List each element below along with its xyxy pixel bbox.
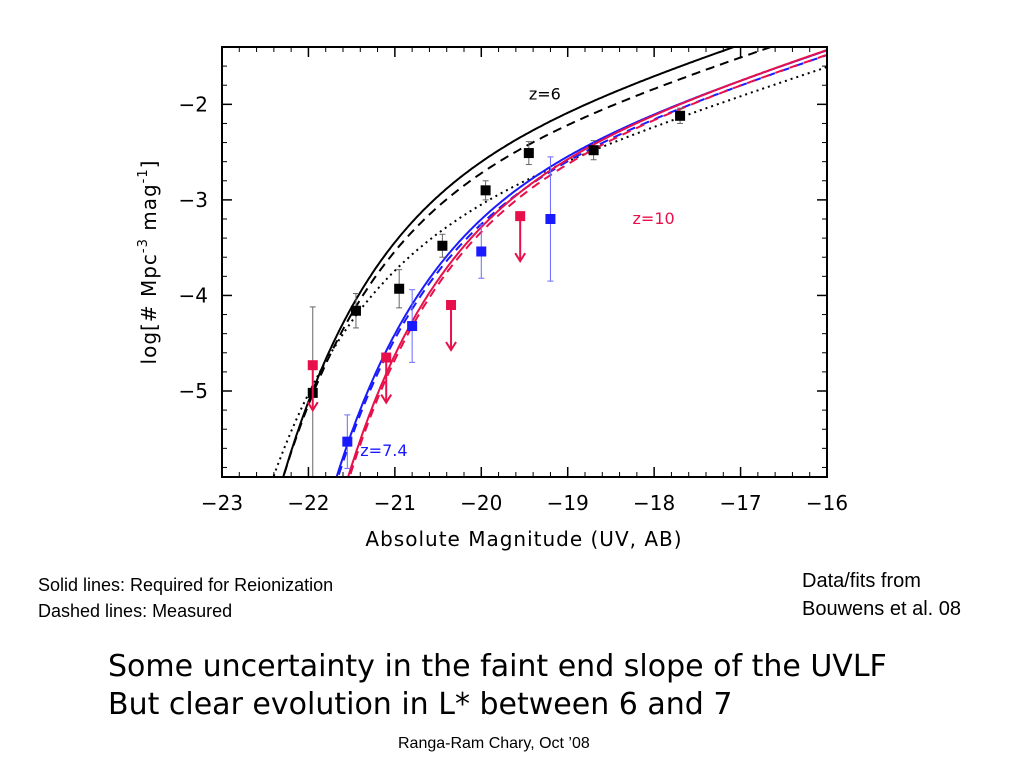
z6-point — [437, 240, 448, 251]
y-tick-label: −3 — [179, 188, 208, 212]
z10-point — [381, 352, 392, 363]
z6-point — [675, 110, 686, 121]
redshift-label: z=6 — [529, 85, 561, 104]
redshift-label: z=7.4 — [360, 441, 407, 460]
x-tick-label: −17 — [719, 491, 761, 515]
luminosity-function-chart: −23 −22 −21 −20 −19 −18 −17 −16 −5 −4 −3 −2 z=6 z=10… — [136, 46, 848, 551]
note-solid-lines: Solid lines: Required for Reionization — [38, 575, 334, 595]
lf-curve-dashed — [348, 53, 827, 477]
x-tick-label: −16 — [806, 491, 848, 515]
x-tick-label: −22 — [287, 491, 329, 515]
lf-curve-dashed — [282, 47, 774, 477]
z6-point — [350, 305, 361, 316]
z10-point — [307, 360, 318, 371]
redshift-label: z=10 — [633, 209, 675, 228]
source-line-2: Bouwens et al. 08 — [802, 598, 961, 620]
z10-limit-arrowhead — [306, 401, 319, 413]
z10-limit-arrowhead — [514, 252, 527, 264]
lf-curve-solid — [335, 49, 827, 477]
headline-line-2: But clear evolution in L* between 6 and … — [108, 687, 733, 722]
z6-point — [523, 148, 534, 159]
annotations-layer: z=6 z=10 z=7.4 — [360, 85, 674, 460]
x-tick-label: −23 — [201, 491, 243, 515]
lf-curve-dashed — [337, 54, 827, 477]
lf-curve-solid — [347, 48, 827, 477]
ticks-layer: −23 −22 −21 −20 −19 −18 −17 −16 −5 −4 −3 −2 — [179, 47, 848, 515]
headline-line-1: Some uncertainty in the faint end slope … — [108, 649, 887, 684]
z7-point — [476, 246, 487, 257]
z10-point — [446, 300, 457, 310]
y-tick-label: −2 — [179, 92, 208, 116]
plot-frame — [221, 46, 828, 478]
z10-point — [515, 211, 526, 222]
points-layer — [306, 110, 686, 447]
headline: Some uncertainty in the faint end slope … — [108, 648, 887, 724]
source-line-1: Data/fits from — [802, 570, 921, 592]
z6-point — [394, 283, 405, 294]
legend-note: Solid lines: Required for Reionization D… — [38, 572, 333, 624]
y-tick-label: −5 — [179, 379, 208, 403]
z10-limit-arrowhead — [380, 394, 393, 405]
x-tick-label: −20 — [460, 491, 502, 515]
y-tick-label: −4 — [179, 283, 208, 307]
x-tick-label: −21 — [374, 491, 416, 515]
note-dashed-lines: Dashed lines: Measured — [38, 601, 233, 621]
z7-point — [342, 436, 353, 447]
curves-layer — [272, 47, 827, 477]
z7-point — [407, 321, 418, 332]
z7-point — [545, 214, 556, 224]
lf-curve-dotted — [272, 65, 827, 477]
z6-point — [588, 145, 599, 156]
y-axis-label: log[# Mpc-3 mag-1] — [136, 160, 161, 365]
credit: Ranga-Ram Chary, Oct ’08 — [398, 735, 590, 752]
x-tick-label: −19 — [547, 491, 589, 515]
x-tick-label: −18 — [633, 491, 675, 515]
z10-limit-arrowhead — [445, 341, 457, 352]
source-note: Data/fits from Bouwens et al. 08 — [802, 567, 961, 623]
x-axis-label: Absolute Magnitude (UV, AB) — [365, 527, 682, 551]
z6-point — [480, 185, 491, 196]
